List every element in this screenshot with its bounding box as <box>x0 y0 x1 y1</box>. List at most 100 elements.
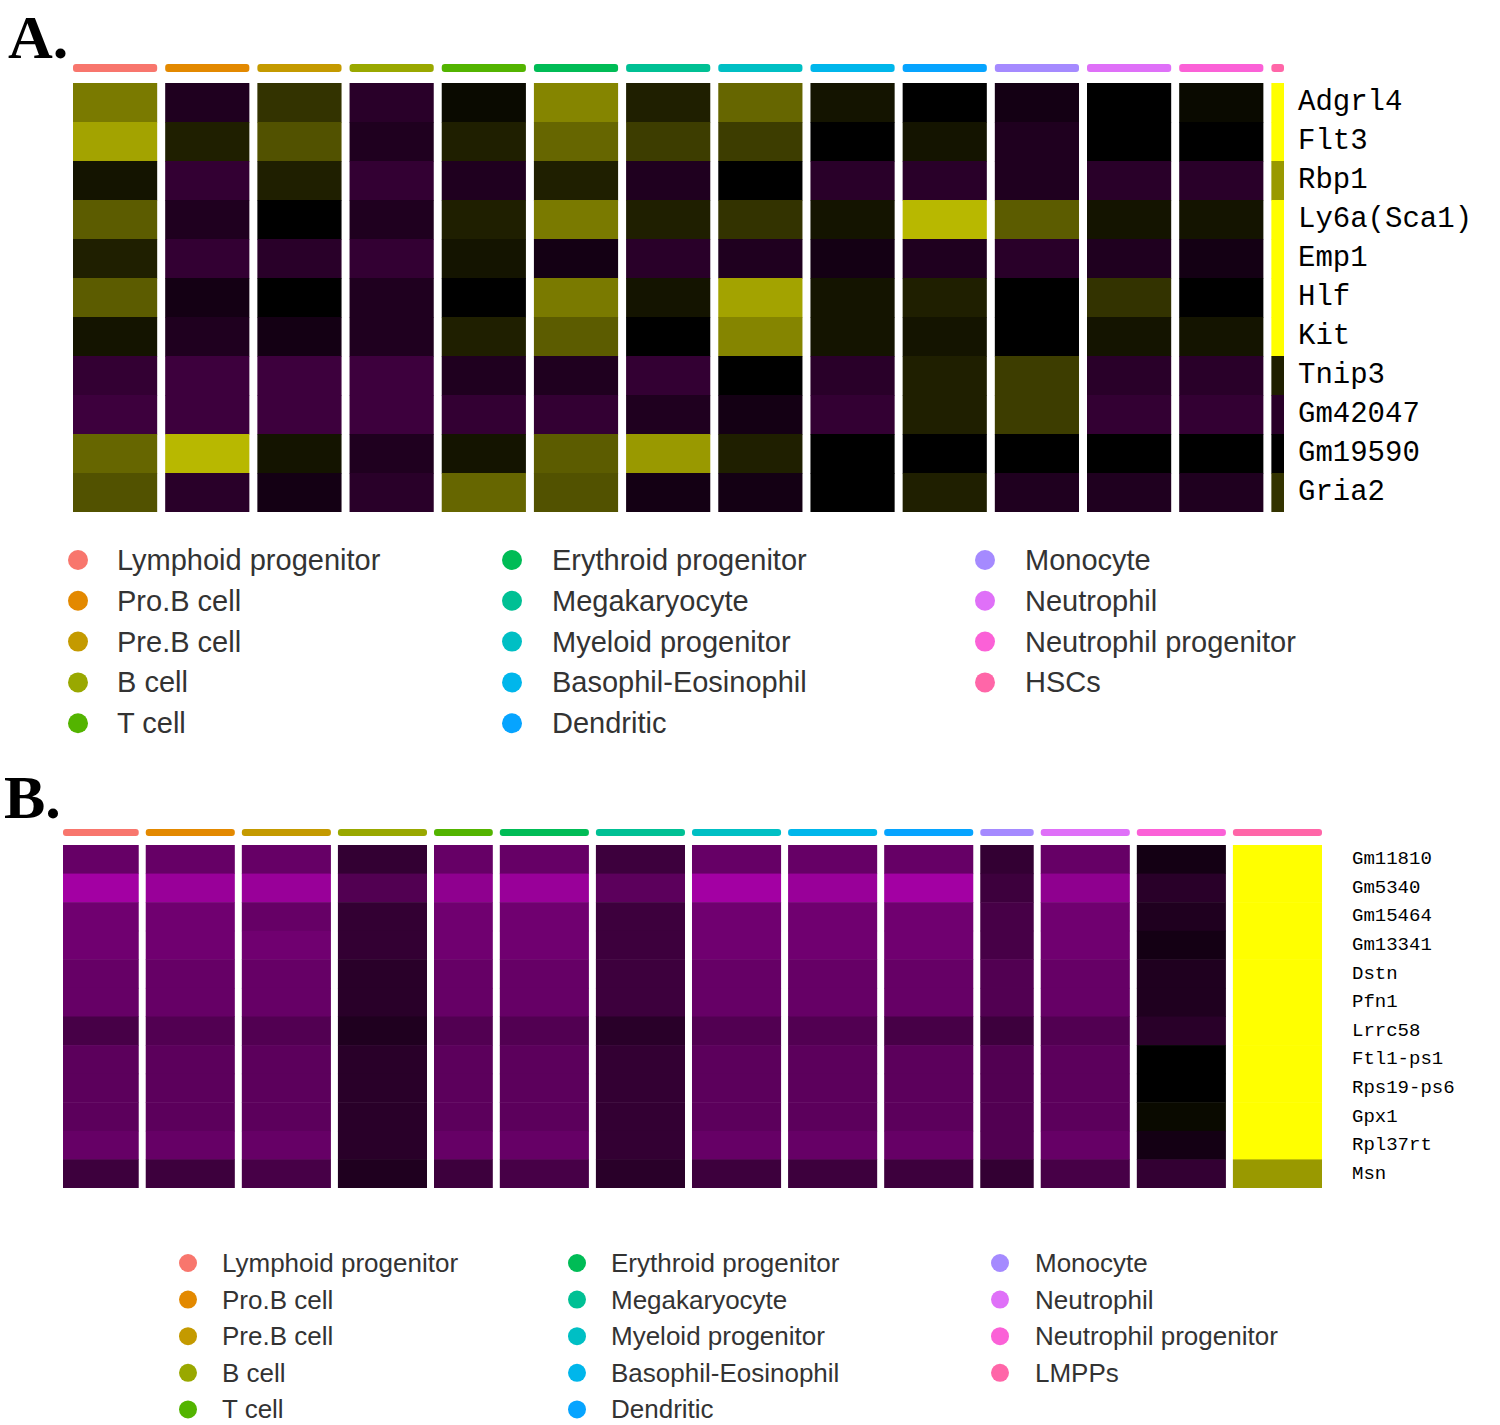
cells <box>63 845 1322 1188</box>
heatmap-cell <box>1041 988 1130 1017</box>
heatmap-cell <box>146 959 235 988</box>
heatmap-cell <box>903 161 987 201</box>
heatmap-cell <box>165 356 249 396</box>
panel: A.Adgrl4Flt3Rbp1Ly6a(Sca1)Emp1HlfKitTnip… <box>8 3 1472 739</box>
heatmap-cell <box>1137 874 1226 903</box>
legend-dot <box>991 1254 1009 1272</box>
gene-label: Dstn <box>1352 963 1398 985</box>
cluster-bar <box>1233 829 1322 836</box>
heatmap-cell <box>596 1131 685 1160</box>
heatmap-cell <box>146 874 235 903</box>
heatmap-cell <box>165 395 249 435</box>
heatmap-cell <box>63 1159 139 1188</box>
heatmap-cell <box>810 356 894 396</box>
heatmap-cell <box>434 1045 493 1074</box>
heatmap-cell <box>434 845 493 874</box>
gene-label: Ftl1-ps1 <box>1352 1048 1443 1070</box>
heatmap-cell <box>903 395 987 435</box>
heatmap-cell <box>500 845 589 874</box>
cluster-bar <box>995 64 1079 72</box>
legend-dot <box>179 1291 197 1309</box>
heatmap-cell <box>596 931 685 960</box>
legend-label: Pre.B cell <box>222 1321 333 1351</box>
cluster-bar <box>257 64 341 72</box>
legend-dot <box>68 713 88 733</box>
heatmap-cell <box>692 988 781 1017</box>
heatmap-cell <box>350 434 434 474</box>
legend-dot <box>991 1291 1009 1309</box>
heatmap-cell <box>1271 122 1284 162</box>
cluster-bar <box>434 829 493 836</box>
heatmap-cell <box>788 1074 877 1103</box>
heatmap-cell <box>500 1017 589 1046</box>
heatmap-cell <box>165 239 249 279</box>
heatmap-cell <box>626 317 710 357</box>
heatmap-cell <box>165 278 249 318</box>
heatmap-cell <box>242 845 331 874</box>
heatmap-cell <box>788 959 877 988</box>
heatmap-cell <box>1041 845 1130 874</box>
gene-label: Pfn1 <box>1352 991 1398 1013</box>
heatmap-cell <box>788 1045 877 1074</box>
heatmap-cell <box>1087 161 1171 201</box>
heatmap-cell <box>1271 239 1284 279</box>
heatmap-cell <box>500 1159 589 1188</box>
heatmap-cell <box>980 1074 1033 1103</box>
legend-dot <box>179 1400 197 1418</box>
heatmap-cell <box>534 83 618 123</box>
cluster-bar <box>1087 64 1171 72</box>
heatmap-cell <box>63 874 139 903</box>
heatmap-cell <box>1137 1102 1226 1131</box>
heatmap-cell <box>442 239 526 279</box>
legend-dot <box>568 1400 586 1418</box>
heatmap-cell <box>1041 959 1130 988</box>
heatmap-cell <box>596 874 685 903</box>
gene-label: Lrrc58 <box>1352 1020 1420 1042</box>
gene-label: Flt3 <box>1298 125 1368 158</box>
heatmap-cell <box>242 1102 331 1131</box>
heatmap-cell <box>338 1017 427 1046</box>
cluster-bar <box>338 829 427 836</box>
legend-label: Dendritic <box>552 707 666 739</box>
cluster-bar <box>903 64 987 72</box>
heatmap-cell <box>1041 1045 1130 1074</box>
heatmap-cell <box>534 395 618 435</box>
gene-label: Adgrl4 <box>1298 86 1402 119</box>
legend-label: Lymphoid progenitor <box>117 544 381 576</box>
cluster-bar <box>63 829 139 836</box>
heatmap-cell <box>718 356 802 396</box>
heatmap-cell <box>626 473 710 512</box>
heatmap-cell <box>692 845 781 874</box>
heatmap-cell <box>165 473 249 512</box>
heatmap-cell <box>995 278 1079 318</box>
heatmap-cell <box>350 473 434 512</box>
heatmap-cell <box>73 356 157 396</box>
heatmap-cell <box>442 122 526 162</box>
heatmap-cell <box>1233 1074 1322 1103</box>
heatmap-cell <box>596 1017 685 1046</box>
legend-label: Pro.B cell <box>117 585 241 617</box>
legend-dot <box>179 1327 197 1345</box>
panel-title: A. <box>8 3 68 71</box>
heatmap-cell <box>810 122 894 162</box>
heatmap-cell <box>500 988 589 1017</box>
heatmap-cell <box>500 1045 589 1074</box>
heatmap-cell <box>63 1017 139 1046</box>
heatmap-cell <box>350 83 434 123</box>
heatmap-cell <box>146 988 235 1017</box>
heatmap-cell <box>434 959 493 988</box>
legend-label: Pre.B cell <box>117 626 241 658</box>
heatmap-cell <box>1271 356 1284 396</box>
heatmap-cell <box>903 356 987 396</box>
heatmap-cell <box>442 473 526 512</box>
heatmap-cell <box>165 122 249 162</box>
heatmap-cell <box>810 83 894 123</box>
heatmap-cell <box>810 200 894 240</box>
heatmap-cell <box>73 239 157 279</box>
heatmap-cell <box>980 988 1033 1017</box>
gene-label: Gm11810 <box>1352 848 1432 870</box>
heatmap-cell <box>73 395 157 435</box>
heatmap-cell <box>165 161 249 201</box>
gene-label: Gm15464 <box>1352 905 1432 927</box>
heatmap-cell <box>718 473 802 512</box>
